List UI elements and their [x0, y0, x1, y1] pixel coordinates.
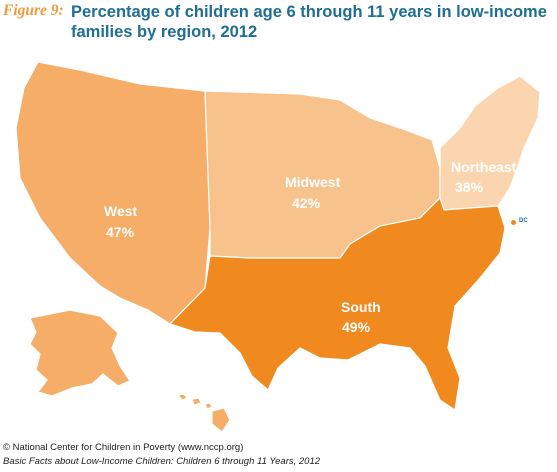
source-line: Basic Facts about Low-Income Children: C… [3, 455, 555, 469]
us-region-map [0, 48, 557, 438]
region-west-alaska [30, 310, 130, 396]
figure-footer: © National Center for Children in Povert… [3, 441, 555, 469]
region-west-hawaii [178, 394, 230, 432]
figure-label: Figure 9: [3, 2, 64, 20]
region-northeast [440, 76, 540, 210]
chart-title: Percentage of children age 6 through 11 … [71, 2, 551, 42]
dc-marker [511, 220, 516, 225]
region-west [16, 62, 210, 324]
credit-line: © National Center for Children in Povert… [3, 441, 555, 455]
dc-label: DC [519, 218, 528, 224]
